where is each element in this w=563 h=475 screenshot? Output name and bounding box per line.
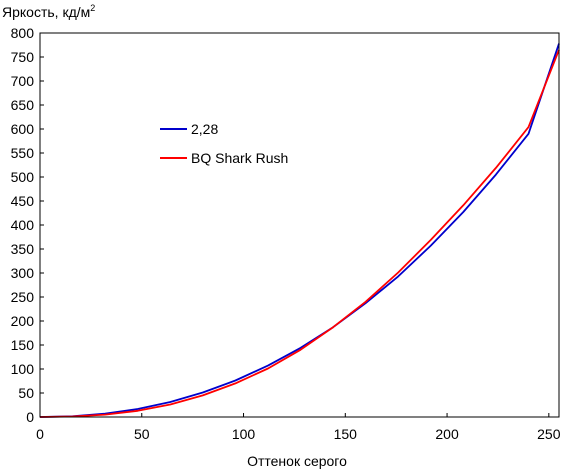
x-tick-label: 0: [36, 426, 44, 442]
y-tick-label: 800: [11, 25, 35, 41]
y-tick-label: 450: [11, 193, 35, 209]
x-tick-label: 100: [232, 426, 256, 442]
y-tick-label: 550: [11, 145, 35, 161]
y-tick-label: 750: [11, 49, 35, 65]
x-tick-label: 200: [435, 426, 459, 442]
x-axis-label: Оттенок серого: [247, 453, 347, 469]
series-line-2: [39, 49, 560, 418]
y-tick-label: 650: [11, 97, 35, 113]
y-tick-label: 300: [11, 265, 35, 281]
y-tick-label: 150: [11, 337, 35, 353]
legend-label-2: BQ Shark Rush: [191, 150, 288, 166]
y-tick-label: 250: [11, 289, 35, 305]
y-axis-label: Яркость, кд/м2: [2, 3, 95, 20]
y-axis-label-superscript: 2: [90, 3, 95, 13]
x-tick-label: 250: [537, 426, 561, 442]
y-tick-label: 500: [11, 169, 35, 185]
y-tick-label: 400: [11, 217, 35, 233]
y-axis-label-text: Яркость, кд/м: [2, 4, 90, 20]
x-axis-ticks: 0 50 100 150 200 250: [36, 413, 561, 442]
y-tick-label: 350: [11, 241, 35, 257]
legend-label-1: 2,28: [191, 121, 218, 137]
y-axis-ticks: 0 50 100 150 200 250 300 350 400 450 500 550 600 650 7…: [11, 25, 44, 425]
y-tick-label: 700: [11, 73, 35, 89]
y-tick-label: 50: [18, 385, 34, 401]
legend: 2,28 BQ Shark Rush: [160, 121, 288, 166]
y-tick-label: 200: [11, 313, 35, 329]
plot-frame: [39, 32, 560, 418]
series-line-1: [39, 43, 560, 418]
y-tick-label: 0: [26, 409, 34, 425]
y-tick-label: 100: [11, 361, 35, 377]
series-layer: [39, 43, 560, 418]
x-tick-label: 150: [334, 426, 358, 442]
y-tick-label: 600: [11, 121, 35, 137]
x-tick-label: 50: [134, 426, 150, 442]
